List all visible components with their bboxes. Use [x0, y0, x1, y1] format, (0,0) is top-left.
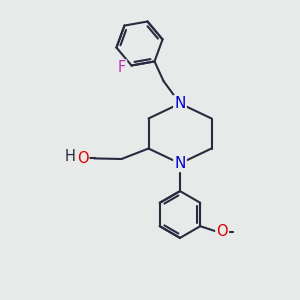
Text: N: N [174, 156, 186, 171]
Text: H: H [64, 149, 75, 164]
Text: F: F [118, 60, 126, 75]
Text: O: O [216, 224, 228, 239]
Text: O: O [77, 151, 88, 166]
Text: N: N [174, 96, 186, 111]
